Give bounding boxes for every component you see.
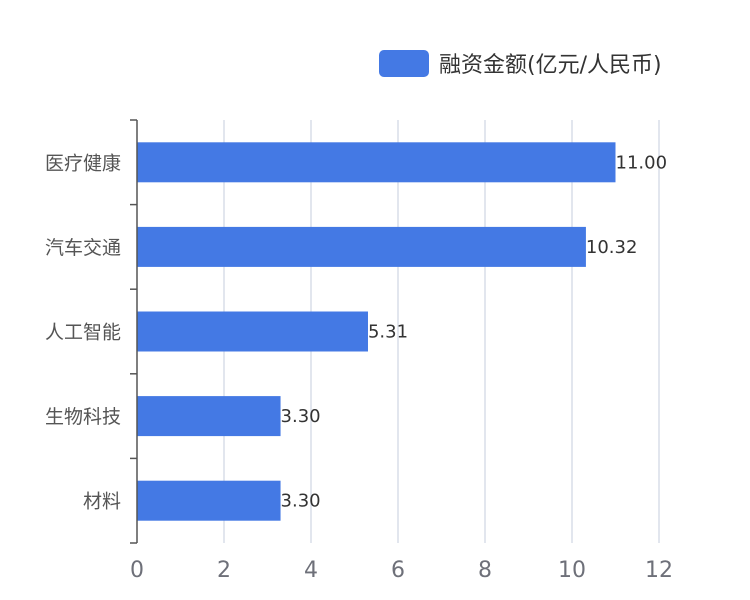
value-label: 5.31 bbox=[368, 322, 408, 343]
x-tick-label: 12 bbox=[645, 558, 673, 583]
category-label: 材料 bbox=[83, 491, 121, 513]
category-label: 人工智能 bbox=[45, 322, 121, 344]
x-tick-label: 8 bbox=[478, 558, 492, 583]
x-tick-label: 6 bbox=[391, 558, 405, 583]
category-label: 汽车交通 bbox=[45, 237, 121, 259]
bar[interactable] bbox=[137, 142, 616, 183]
value-label: 3.30 bbox=[281, 491, 321, 512]
category-label: 医疗健康 bbox=[45, 152, 121, 174]
x-tick-label: 4 bbox=[304, 558, 318, 583]
grid-lines bbox=[223, 120, 660, 543]
legend-label: 融资金额(亿元/人民币) bbox=[439, 53, 662, 78]
value-label: 11.00 bbox=[616, 152, 668, 173]
value-label: 3.30 bbox=[281, 406, 321, 427]
value-label: 10.32 bbox=[586, 237, 638, 258]
bar[interactable] bbox=[137, 396, 281, 437]
x-tick-label: 10 bbox=[558, 558, 586, 583]
bar[interactable] bbox=[137, 311, 368, 352]
bars bbox=[137, 142, 616, 521]
bar[interactable] bbox=[137, 226, 586, 267]
legend-swatch bbox=[379, 50, 429, 77]
category-label: 生物科技 bbox=[45, 406, 121, 428]
x-tick-label: 0 bbox=[130, 558, 144, 583]
x-tick-label: 2 bbox=[217, 558, 231, 583]
legend[interactable]: 融资金额(亿元/人民币) bbox=[379, 50, 662, 78]
axes bbox=[130, 119, 138, 544]
bar[interactable] bbox=[137, 480, 281, 521]
labels: 0 2 4 6 8 10 12 11.00 医疗健康 10.32 汽车交通 5.31 人工智能 3.30 生… bbox=[45, 152, 673, 583]
